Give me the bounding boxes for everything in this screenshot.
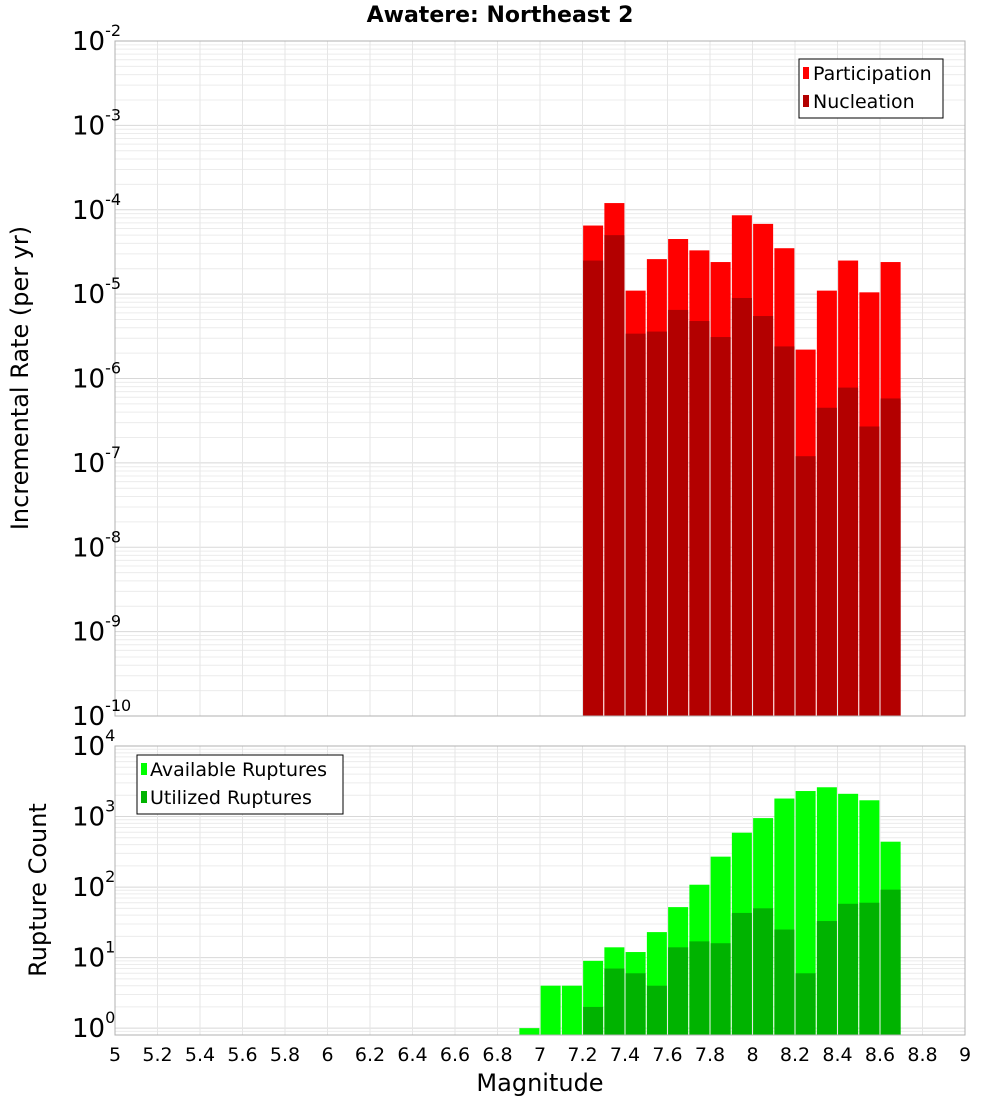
y-tick-label: 10-4 [72,190,121,226]
y-tick-label: 10-7 [72,443,121,479]
y-tick-label: 10-2 [72,21,121,57]
bar-utilized-ruptures [816,921,837,1035]
x-tick-label: 5 [109,1044,121,1066]
x-tick-label: 6.6 [440,1044,470,1066]
y-tick-label: 10-5 [72,274,121,310]
legend-label-utilized: Utilized Ruptures [150,787,312,809]
bar-nucleation [774,346,795,716]
count-y-axis-label: Rupture Count [24,803,52,977]
y-tick-label: 10-6 [72,359,121,395]
bar-nucleation [710,337,731,716]
bar-utilized-ruptures [731,912,752,1035]
x-tick-label: 6.8 [482,1044,512,1066]
rate-grid [114,40,966,717]
legend-swatch-available [141,763,147,775]
bar-available-ruptures [540,985,561,1035]
count-y-ticks: 100 101 102 103 104 [72,726,115,1044]
count-legend: Available Ruptures Utilized Ruptures [136,754,344,815]
rate-y-axis-label: Incremental Rate (per yr) [6,226,34,530]
bar-nucleation [625,333,646,716]
y-tick-label: 10-3 [72,105,121,141]
bar-utilized-ruptures [583,1006,604,1035]
rate-plot-border [114,40,966,717]
bar-nucleation [838,387,859,716]
bar-available-ruptures [519,1028,540,1035]
bar-utilized-ruptures [880,889,901,1035]
x-tick-label: 8.2 [780,1044,810,1066]
rate-legend-box [798,58,944,119]
x-tick-label: 6.2 [355,1044,385,1066]
x-tick-label: 6.4 [397,1044,427,1066]
rate-y-ticks: 10-10 10-9 10-8 10-7 10-6 10-5 10-4 10-3 10-2 [72,21,131,732]
x-tick-label: 8.4 [822,1044,852,1066]
x-tick-label: 8.6 [865,1044,895,1066]
bar-utilized-ruptures [859,902,880,1035]
bar-nucleation [795,456,816,716]
rate-bars [583,203,901,717]
bar-utilized-ruptures [646,985,667,1035]
x-tick-label: 7.4 [610,1044,640,1066]
x-tick-label: 8 [746,1044,758,1066]
bar-available-ruptures [561,985,582,1035]
bar-utilized-ruptures [689,941,710,1035]
x-tick-label: 7.8 [695,1044,725,1066]
x-tick-label: 5.8 [270,1044,300,1066]
y-tick-label: 104 [72,726,115,762]
legend-swatch-participation [803,67,809,79]
y-tick-label: 102 [72,867,115,903]
x-tick-label: 5.4 [185,1044,215,1066]
count-panel: 100 101 102 103 104 Rupture Count Available … [24,726,966,1044]
legend-swatch-utilized [141,791,147,803]
bar-nucleation [668,309,689,716]
bar-utilized-ruptures [838,903,859,1035]
legend-label-participation: Participation [813,63,932,85]
x-tick-label: 6 [321,1044,333,1066]
bar-nucleation [604,235,625,716]
x-tick-label: 9 [959,1044,971,1066]
bar-utilized-ruptures [668,947,689,1035]
bar-nucleation [731,297,752,716]
legend-label-nucleation: Nucleation [813,91,915,113]
count-legend-box [136,754,344,815]
bar-utilized-ruptures [795,973,816,1035]
bar-utilized-ruptures [710,943,731,1035]
y-tick-label: 10-10 [72,696,131,732]
bar-nucleation [689,321,710,716]
x-axis-label: Magnitude [476,1069,603,1097]
x-tick-label: 7 [534,1044,546,1066]
bar-utilized-ruptures [604,968,625,1035]
bar-utilized-ruptures [753,908,774,1035]
count-bars [519,787,901,1035]
y-tick-label: 101 [72,938,115,974]
y-tick-label: 10-8 [72,527,121,563]
rate-legend: Participation Nucleation [798,58,944,119]
x-tick-label: 7.2 [567,1044,597,1066]
bar-nucleation [816,407,837,716]
bar-nucleation [880,398,901,716]
count-plot-border [114,745,966,1036]
x-tick-label: 5.6 [227,1044,257,1066]
bar-utilized-ruptures [625,973,646,1035]
bar-nucleation [646,331,667,716]
bar-nucleation [583,260,604,716]
bar-nucleation [753,316,774,716]
legend-label-available: Available Ruptures [150,759,327,781]
x-tick-label: 8.8 [907,1044,937,1066]
legend-swatch-nucleation [803,95,809,107]
y-tick-label: 100 [72,1008,115,1044]
x-axis-ticks: 5 5.2 5.4 5.6 5.8 6 6.2 6.4 6.6 6.8 7 7.2 7.4 7.6 7.8 8… [109,1044,971,1066]
rate-panel: 10-10 10-9 10-8 10-7 10-6 10-5 10-4 10-3 10-2 In… [6,21,966,732]
y-tick-label: 103 [72,797,115,833]
chart-title: Awatere: Northeast 2 [367,3,634,28]
x-tick-label: 5.2 [142,1044,172,1066]
x-tick-label: 7.6 [652,1044,682,1066]
y-tick-label: 10-9 [72,612,121,648]
bar-utilized-ruptures [774,929,795,1035]
bar-nucleation [859,426,880,716]
